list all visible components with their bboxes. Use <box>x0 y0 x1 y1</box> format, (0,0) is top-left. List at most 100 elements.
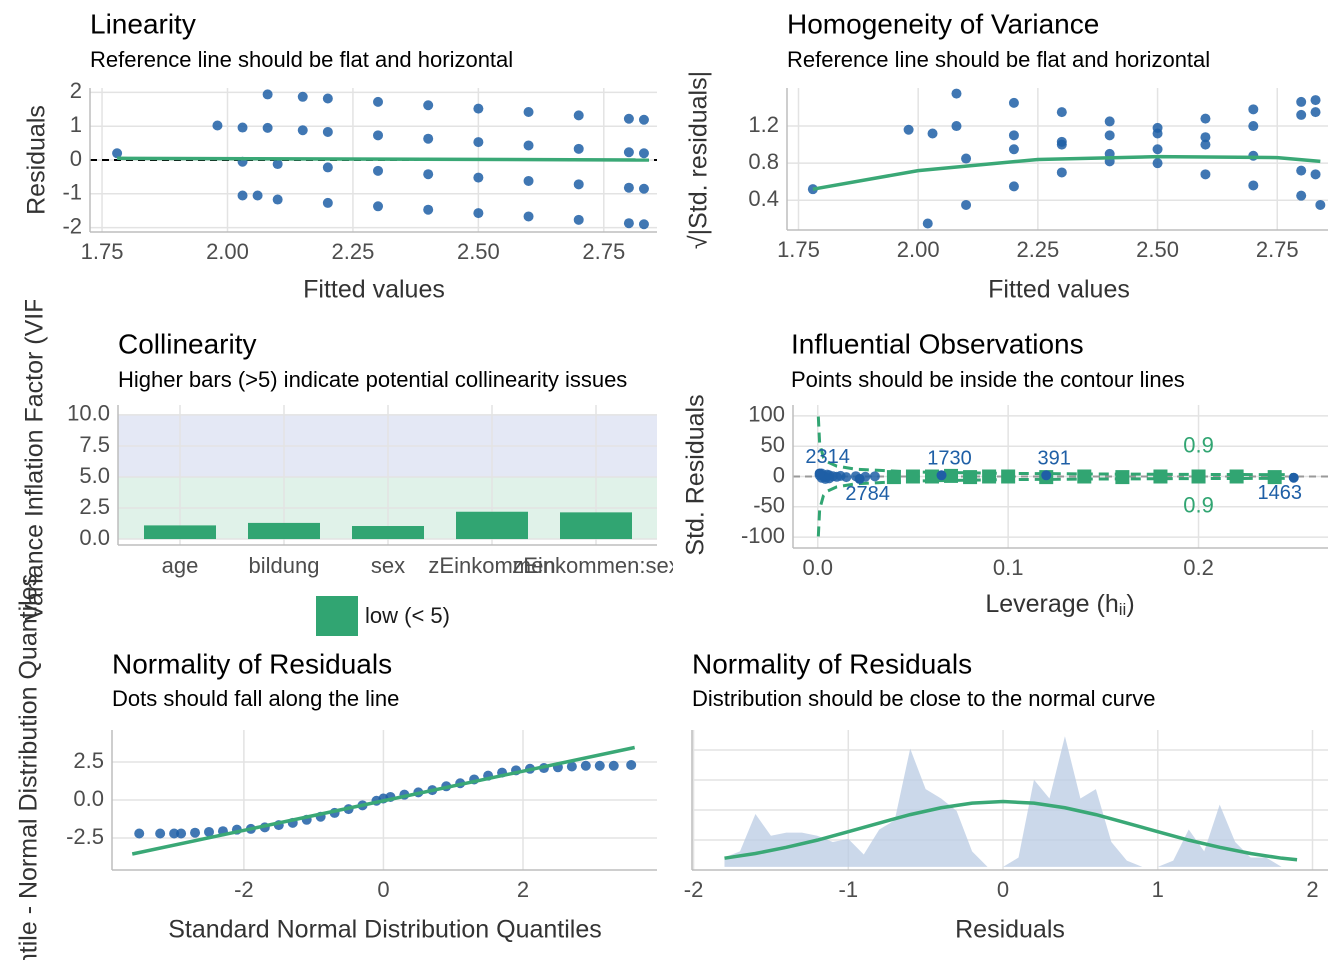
point <box>112 148 123 159</box>
x-tick-label: -2 <box>684 877 704 902</box>
point <box>623 218 634 229</box>
point <box>373 201 384 212</box>
y-tick-label: -50 <box>753 493 785 518</box>
point <box>1008 130 1019 141</box>
point <box>373 165 384 176</box>
point <box>523 211 534 222</box>
point <box>523 107 534 117</box>
point <box>1152 128 1163 139</box>
point <box>272 159 283 170</box>
bar <box>144 525 216 540</box>
normal-curve <box>724 799 1298 862</box>
x-tick-label: 0.1 <box>993 555 1024 580</box>
panel: Normality of Residuals Dots should fall a… <box>15 574 657 960</box>
point-label: 2784 <box>845 483 890 505</box>
x-tick-label: 0.2 <box>1183 555 1214 580</box>
y-tick-label: 10.0 <box>67 401 110 426</box>
point <box>951 121 962 132</box>
point-square <box>1001 469 1016 484</box>
point <box>573 143 584 154</box>
panel-subtitle: Reference line should be flat and horizo… <box>787 47 1210 72</box>
point <box>473 208 484 219</box>
y-tick-label: -1 <box>62 180 82 205</box>
point <box>1296 165 1307 176</box>
x-tick-label: zEinkommen <box>428 553 555 578</box>
y-axis-label: Std. Residuals <box>682 394 710 555</box>
point-square <box>924 469 939 484</box>
point-square <box>944 468 959 483</box>
point <box>1248 180 1259 191</box>
point-square <box>886 470 901 485</box>
point <box>638 219 649 230</box>
x-tick-label: 2.50 <box>457 239 500 264</box>
point <box>927 128 938 139</box>
point <box>322 197 333 208</box>
point <box>961 199 972 210</box>
point <box>237 122 248 133</box>
y-tick-label: 0.0 <box>73 786 104 811</box>
point <box>1200 169 1211 180</box>
point <box>638 183 649 194</box>
point <box>814 468 825 479</box>
y-axis-label: √|Std. residuals| <box>685 71 713 249</box>
point <box>638 148 649 159</box>
y-tick-label: 0.8 <box>748 149 779 174</box>
point <box>1056 167 1067 178</box>
panel-title: Influential Observations <box>791 328 1084 359</box>
x-tick-label: 2 <box>1306 877 1318 902</box>
point <box>523 175 534 186</box>
point <box>297 125 308 136</box>
point-square <box>1153 469 1168 484</box>
point <box>1248 121 1259 132</box>
point <box>573 110 584 121</box>
y-tick-label: 1.2 <box>748 112 779 137</box>
x-tick-label: 2.00 <box>206 239 249 264</box>
point <box>1152 144 1163 155</box>
point <box>580 760 591 771</box>
point <box>155 828 166 839</box>
point <box>423 169 434 180</box>
x-axis-label: Residuals <box>955 916 1065 944</box>
x-axis-label-subscript: ii <box>1119 600 1127 619</box>
x-tick-label: -2 <box>234 877 254 902</box>
point <box>623 182 634 193</box>
point <box>1104 116 1115 127</box>
y-tick-label: 5.0 <box>79 463 110 488</box>
point <box>1288 472 1299 483</box>
point-square <box>1077 469 1092 484</box>
point <box>523 140 534 151</box>
y-tick-label: 2 <box>70 78 82 103</box>
point <box>869 471 880 482</box>
bar <box>352 526 424 540</box>
point <box>322 162 333 173</box>
point <box>841 472 852 483</box>
point <box>176 828 187 839</box>
panel: Influential Observations Points should be… <box>682 328 1328 619</box>
point <box>1310 95 1321 106</box>
point-square <box>1115 470 1130 485</box>
point <box>1056 139 1067 150</box>
density-area <box>724 736 1298 867</box>
point <box>134 828 145 839</box>
point <box>190 827 201 838</box>
y-tick-label: 1 <box>70 112 82 137</box>
panel-title: Normality of Residuals <box>692 648 972 679</box>
point <box>423 204 434 215</box>
x-axis-label: Fitted values <box>988 276 1130 304</box>
point <box>423 133 434 144</box>
point-square <box>905 469 920 484</box>
point <box>252 190 263 201</box>
x-tick-label: zEinkommen:sex <box>512 553 680 578</box>
point-square <box>1191 469 1206 484</box>
point <box>1248 104 1259 115</box>
x-axis-label: Fitted values <box>303 276 445 304</box>
point <box>854 473 865 484</box>
point <box>594 760 605 771</box>
point <box>1296 109 1307 120</box>
panel: Linearity Reference line should be flat a… <box>23 8 657 304</box>
y-tick-label: 100 <box>748 402 785 427</box>
point <box>262 122 273 133</box>
x-tick-label: 2.75 <box>582 239 625 264</box>
panel-subtitle: Higher bars (>5) indicate potential coll… <box>118 367 627 392</box>
